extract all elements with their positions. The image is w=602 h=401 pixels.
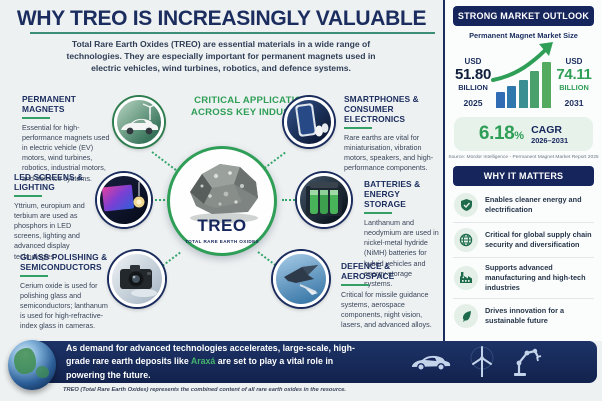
- wind-turbine-icon: [470, 346, 494, 377]
- market-value-2025: 51.80: [454, 66, 492, 83]
- list-item-text: Enables cleaner energy and electrificati…: [485, 195, 582, 214]
- market-outlook-header: STRONG MARKET OUTLOOK: [453, 6, 594, 26]
- unit-label: BILLION: [458, 83, 488, 92]
- ev-wind-turbine-photo-circle: [114, 97, 164, 147]
- globe-icon: [454, 228, 478, 252]
- app-title: BATTERIES & ENERGY STORAGE: [364, 179, 421, 210]
- year-label: 2031: [564, 98, 584, 108]
- app-body: Critical for missile guidance systems, a…: [341, 290, 432, 330]
- app-title: LED SCREENS & LIGHTING: [14, 172, 84, 193]
- unit-label: BILLION: [559, 83, 589, 92]
- center-headline: CRITICAL APPLICATIONS ACROSS KEY INDUSTR…: [190, 95, 320, 118]
- green-rule: [22, 117, 50, 120]
- app-body: Cerium oxide is used for polishing glass…: [20, 281, 108, 331]
- bar-group: [495, 62, 551, 108]
- araxa-highlight: Araxá: [190, 356, 216, 367]
- app-title: DEFENCE & AEROSPACE: [341, 261, 395, 282]
- car-icon: [412, 355, 451, 371]
- list-item: Critical for global supply chain securit…: [453, 223, 594, 258]
- app-title: PERMANENT MAGNETS: [22, 94, 76, 115]
- led-screen-photo-circle: [97, 173, 151, 227]
- camera-icon: [120, 265, 157, 297]
- app-body: Rare earths are vital for miniaturisatio…: [344, 133, 434, 173]
- app-block-permanent-magnets: PERMANENT MAGNETS Essential for high-per…: [22, 94, 117, 184]
- green-rule: [364, 212, 392, 215]
- app-block-glass-polishing: GLASS POLISHING & SEMICONDUCTORS Cerium …: [20, 252, 110, 332]
- treo-sublabel: TOTAL RARE EARTH OXIDES: [184, 239, 260, 244]
- green-rule: [341, 284, 369, 287]
- treo-label: TREO: [197, 216, 247, 235]
- led-screen-bulb-icon: [102, 182, 145, 212]
- smartphone-earbuds-icon: [295, 103, 329, 137]
- growth-bar-chart: [490, 42, 553, 110]
- page-title: WHY TREO IS INCREASINGLY VALUABLE: [16, 7, 427, 30]
- market-bar: [541, 62, 551, 108]
- connector-dotted-left: [148, 199, 181, 201]
- globe-landmass: [14, 348, 36, 374]
- bottom-banner: As demand for advanced technologies acce…: [20, 341, 597, 383]
- cagr-value: 6.18: [478, 123, 515, 144]
- market-bar: [507, 86, 516, 108]
- source-attribution: Source: Mordor Intelligence - Permanent …: [448, 155, 599, 160]
- smartphone-photo-circle: [284, 97, 334, 147]
- list-item: Enables cleaner energy and electrificati…: [453, 188, 594, 223]
- market-value-2031: 74.11: [556, 66, 592, 83]
- growth-arrow-icon: [490, 42, 553, 82]
- cagr-box: 6.18% CAGR 2026–2031: [454, 117, 593, 151]
- app-block-defence: DEFENCE & AEROSPACE Critical for missile…: [341, 261, 440, 330]
- fighter-jet-icon: [284, 265, 318, 295]
- list-item-text: Critical for global supply chain securit…: [485, 230, 592, 249]
- banner-icons: [409, 341, 545, 383]
- list-item: Drives innovation for a sustainable futu…: [453, 299, 594, 333]
- app-body: Essential for high-performance magnets u…: [22, 123, 110, 183]
- leaf-icon: [454, 303, 478, 328]
- app-body: Yttrium, europium and terbium are used a…: [14, 201, 85, 261]
- market-chart-title: Permanent Magnet Market Size: [469, 31, 578, 40]
- app-title: GLASS POLISHING & SEMICONDUCTORS: [20, 252, 108, 273]
- camera-photo-circle: [109, 251, 165, 307]
- green-rule: [344, 127, 372, 130]
- factory-icon: [454, 265, 478, 290]
- market-bar: [495, 92, 505, 108]
- year-label: 2025: [463, 98, 483, 108]
- globe-landmass: [36, 366, 49, 378]
- battery-photo-circle: [297, 173, 351, 227]
- market-stat-2025: USD 51.80 BILLION 2025: [452, 57, 494, 110]
- market-bar: [518, 80, 528, 108]
- market-stats-row: USD 51.80 BILLION 2025 USD: [445, 42, 602, 110]
- green-rule: [20, 275, 48, 278]
- shield-check-icon: [454, 193, 478, 217]
- app-title: SMARTPHONES & CONSUMER ELECTRONICS: [344, 94, 419, 125]
- earth-globe: [8, 340, 56, 390]
- cagr-period: 2026–2031: [531, 135, 569, 145]
- app-block-led-screens: LED SCREENS & LIGHTING Yttrium, europium…: [14, 172, 94, 262]
- app-body: Lanthanum and neodymium are used in nick…: [364, 218, 439, 288]
- list-item: Supports advanced manufacturing and high…: [453, 258, 594, 299]
- why-it-matters-list: Enables cleaner energy and electrificati…: [453, 188, 594, 333]
- fighter-jet-photo-circle: [273, 251, 329, 307]
- app-block-smartphones: SMARTPHONES & CONSUMER ELECTRONICS Rare …: [344, 94, 440, 174]
- green-rule: [14, 195, 42, 198]
- market-stat-2031: USD 74.11 BILLION 2031: [553, 57, 595, 110]
- cagr-label: CAGR: [531, 123, 562, 136]
- market-outlook-panel: STRONG MARKET OUTLOOK Permanent Magnet M…: [443, 0, 602, 341]
- robot-arm-icon: [514, 348, 542, 376]
- rare-earth-rock-icon: [190, 164, 258, 223]
- banner-text: As demand for advanced technologies acce…: [66, 343, 355, 380]
- footnote: TREO (Total Rare Earth Oxides) represent…: [63, 387, 346, 393]
- currency-label: USD: [464, 57, 482, 66]
- currency-label: USD: [565, 57, 583, 66]
- market-bar: [530, 71, 539, 108]
- list-item-text: Drives innovation for a sustainable futu…: [485, 305, 565, 325]
- list-item-text: Supports advanced manufacturing and high…: [485, 263, 586, 292]
- treo-core-circle: TREO TOTAL RARE EARTH OXIDES: [167, 146, 277, 256]
- app-block-batteries: BATTERIES & ENERGY STORAGE Lanthanum and…: [364, 179, 440, 289]
- electric-car-icon: [121, 103, 159, 135]
- battery-cells-icon: [306, 182, 342, 216]
- page-subtitle: Total Rare Earth Oxides (TREO) are essen…: [66, 39, 376, 74]
- title-divider: [30, 32, 435, 34]
- why-it-matters-header: WHY IT MATTERS: [453, 166, 594, 186]
- cagr-percent-sign: %: [514, 130, 525, 142]
